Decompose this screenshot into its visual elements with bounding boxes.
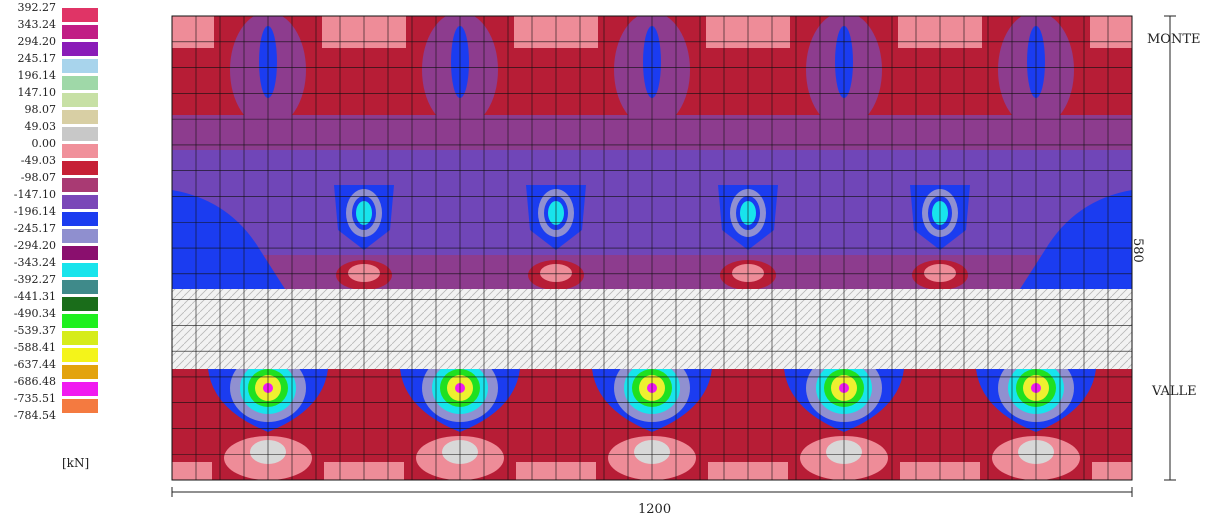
- top-contour: [172, 16, 214, 48]
- legend-swatch: [62, 161, 98, 175]
- legend-swatch: [62, 93, 98, 107]
- legend-swatch: [62, 365, 98, 379]
- edge-contour-right: [1020, 190, 1132, 289]
- legend-value: 147.10: [17, 86, 57, 99]
- label-valle: VALLE: [1152, 384, 1197, 399]
- legend-value: -686.48: [13, 375, 56, 388]
- legend-value: -392.27: [13, 273, 56, 286]
- legend-value: -49.03: [20, 154, 56, 167]
- legend-swatch: [62, 144, 98, 158]
- legend-swatch: [62, 178, 98, 192]
- legend-swatch: [62, 127, 98, 141]
- legend-swatch: [62, 331, 98, 345]
- legend-value: 245.17: [17, 52, 57, 65]
- plate-outline: [171, 15, 1133, 481]
- legend-value: -294.20: [13, 239, 56, 252]
- legend-value: -343.24: [13, 256, 56, 269]
- legend-swatch: [62, 25, 98, 39]
- dimension-lines: [171, 15, 1176, 497]
- legend-value: -637.44: [13, 358, 56, 371]
- legend-swatch: [62, 297, 98, 311]
- dimension-width: 1200: [638, 502, 672, 517]
- legend-swatch: [62, 110, 98, 124]
- legend-value: 392.27: [17, 1, 57, 14]
- legend-value: -147.10: [13, 188, 56, 201]
- legend-value: 49.03: [24, 120, 57, 133]
- legend-value: -98.07: [20, 171, 56, 184]
- legend-value: 0.00: [31, 137, 57, 150]
- edge-contour-left: [172, 190, 285, 289]
- legend-value: -588.41: [13, 341, 56, 354]
- legend-swatch: [62, 280, 98, 294]
- legend-value: -539.37: [13, 324, 56, 337]
- legend-value: -490.34: [13, 307, 56, 320]
- legend-value: 196.14: [17, 69, 57, 82]
- label-monte: MONTE: [1147, 32, 1201, 47]
- legend-value: -735.51: [13, 392, 56, 405]
- bottom-contour: [172, 462, 212, 480]
- legend-swatch: [62, 229, 98, 243]
- color-legend: 392.27 343.24 294.20 245.17 196.14 147.10 98.0…: [0, 0, 110, 480]
- top-contour: [1090, 16, 1132, 48]
- legend-swatch: [62, 314, 98, 328]
- legend-value: -245.17: [13, 222, 56, 235]
- legend-value: -784.54: [13, 409, 56, 422]
- legend-swatch: [62, 76, 98, 90]
- legend-swatch: [62, 263, 98, 277]
- bottom-contour: [1092, 462, 1132, 480]
- legend-swatch: [62, 212, 98, 226]
- legend-value: -441.31: [13, 290, 56, 303]
- legend-value: 343.24: [17, 18, 57, 31]
- legend-swatch: [62, 348, 98, 362]
- legend-swatch: [62, 42, 98, 56]
- legend-swatch: [62, 195, 98, 209]
- legend-swatch: [62, 382, 98, 396]
- legend-value: -196.14: [13, 205, 56, 218]
- legend-swatch: [62, 8, 98, 22]
- legend-value: 98.07: [24, 103, 57, 116]
- legend-swatch: [62, 399, 98, 413]
- dimension-height: 580: [1130, 238, 1145, 263]
- legend-swatch: [62, 59, 98, 73]
- legend-unit: [kN]: [62, 456, 90, 470]
- legend-swatch: [62, 246, 98, 260]
- legend-value: 294.20: [17, 35, 57, 48]
